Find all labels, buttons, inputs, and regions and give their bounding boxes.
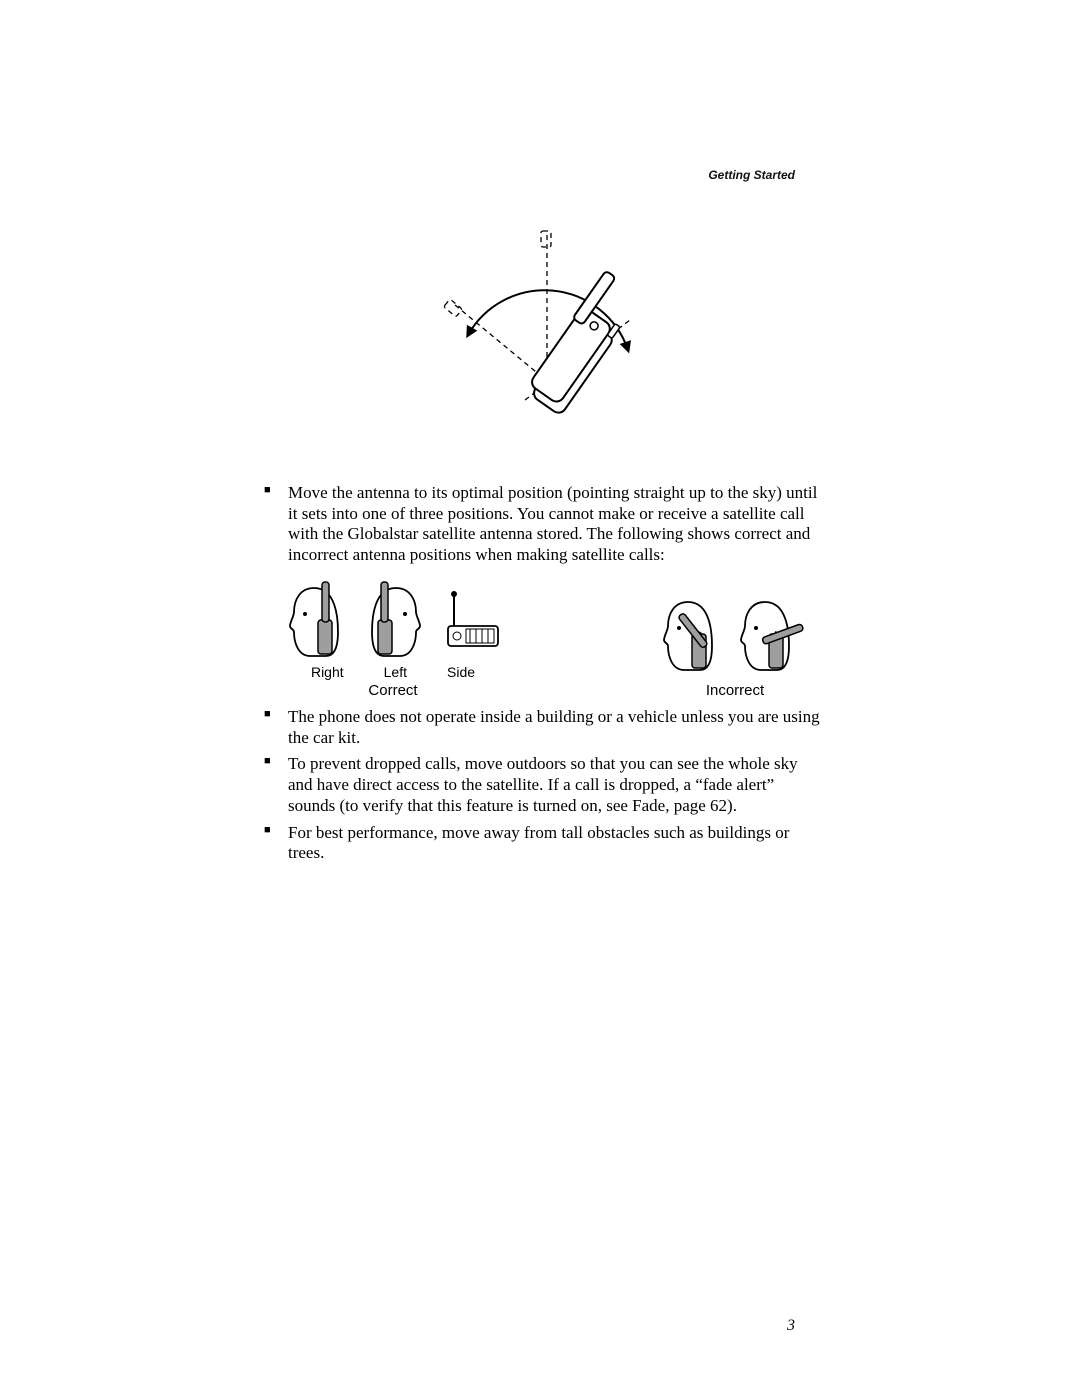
label-left: Left xyxy=(384,664,407,680)
antenna-rotation-figure xyxy=(410,225,670,465)
correct-labels: Right Left Side xyxy=(311,664,475,680)
caption-correct: Correct xyxy=(368,682,417,699)
bullet-item: Move the antenna to its optimal position… xyxy=(260,483,820,566)
caption-incorrect: Incorrect xyxy=(706,682,764,699)
correct-group: Right Left Side Correct xyxy=(280,576,506,699)
bullet-list-bottom: The phone does not operate inside a buil… xyxy=(260,707,820,864)
section-header: Getting Started xyxy=(708,168,795,182)
bullet-item: The phone does not operate inside a buil… xyxy=(260,707,820,748)
page-number: 3 xyxy=(787,1317,795,1335)
incorrect-group: Incorrect xyxy=(650,590,820,699)
head-incorrect-back-icon xyxy=(735,590,820,680)
head-left-correct-icon xyxy=(360,576,430,666)
phone-side-correct-icon xyxy=(440,576,506,666)
manual-page: Getting Started xyxy=(0,0,1080,1397)
label-right: Right xyxy=(311,664,344,680)
head-incorrect-forward-icon xyxy=(650,590,725,680)
bullet-list-top: Move the antenna to its optimal position… xyxy=(260,483,820,566)
bullet-item: For best performance, move away from tal… xyxy=(260,823,820,864)
label-side: Side xyxy=(447,664,475,680)
head-right-correct-icon xyxy=(280,576,350,666)
bullet-item: To prevent dropped calls, move outdoors … xyxy=(260,754,820,816)
antenna-position-comparison-figure: Right Left Side Correct xyxy=(280,576,820,699)
